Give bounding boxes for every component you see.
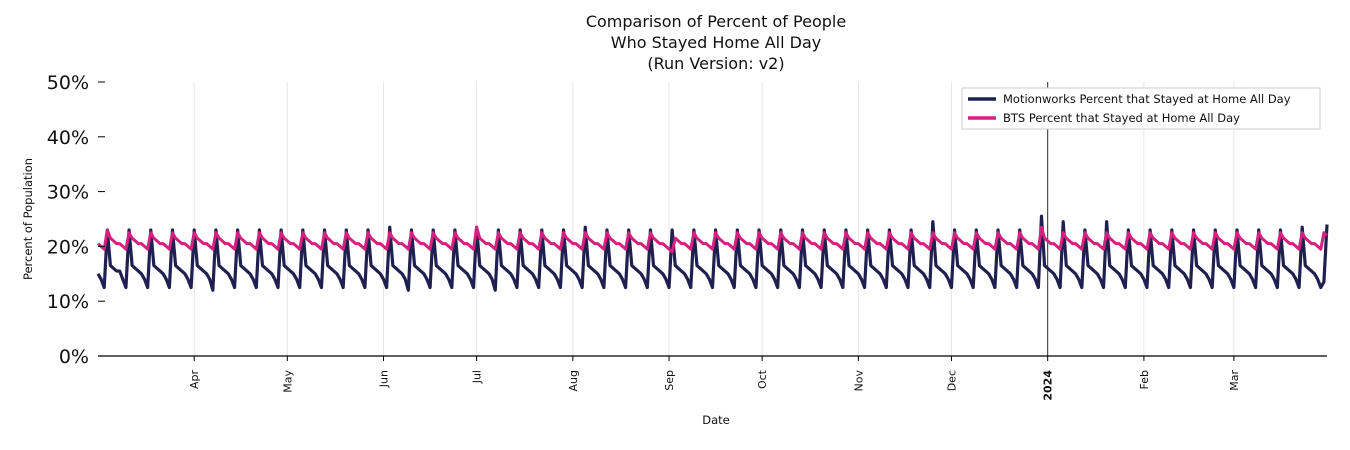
x-tick-label-7: Nov xyxy=(852,370,865,392)
series-line-bts xyxy=(97,225,1328,254)
y-tick-label-0: 0% xyxy=(59,346,89,368)
series-lines xyxy=(96,214,1329,292)
y-tick-label-1: 10% xyxy=(47,291,89,313)
y-tick-label-3: 30% xyxy=(47,182,89,204)
x-tick-label-9: 2024 xyxy=(1042,370,1055,401)
x-axis-label: Date xyxy=(702,413,730,427)
y-tick-label-4: 40% xyxy=(47,127,89,149)
y-axis-label: Percent of Population xyxy=(21,158,35,280)
x-tick-label-10: Feb xyxy=(1138,370,1151,389)
x-tick-label-3: Jul xyxy=(471,370,484,384)
chart-title-line-2: Who Stayed Home All Day xyxy=(611,33,821,52)
x-tick-label-5: Sep xyxy=(663,370,676,391)
chart-title-line-1: Comparison of Percent of People xyxy=(586,12,846,31)
y-tick-label-5: 50% xyxy=(47,72,89,94)
x-tick-label-4: Aug xyxy=(567,370,580,391)
legend-box xyxy=(961,87,1321,130)
series-line-motionworks xyxy=(96,214,1329,292)
x-axis-ticks: Apr May Jun Jul Aug Sep Oct Nov Dec 2024 Feb Mar xyxy=(188,356,1241,401)
x-tick-label-11: Mar xyxy=(1228,370,1241,391)
legend: Motionworks Percent that Stayed at Home … xyxy=(961,87,1321,130)
x-tick-label-0: Apr xyxy=(188,370,201,390)
y-tick-label-2: 20% xyxy=(47,236,89,258)
x-tick-label-1: May xyxy=(281,370,294,393)
y-axis-ticks: 0% 10% 20% 30% 40% 50% xyxy=(47,72,105,368)
x-tick-label-8: Dec xyxy=(945,370,958,391)
chart-title-line-3: (Run Version: v2) xyxy=(647,54,784,73)
legend-label-bts: BTS Percent that Stayed at Home All Day xyxy=(1003,111,1240,125)
x-tick-label-6: Oct xyxy=(756,369,769,389)
legend-label-motionworks: Motionworks Percent that Stayed at Home … xyxy=(1003,92,1291,106)
x-tick-label-2: Jun xyxy=(378,370,391,388)
